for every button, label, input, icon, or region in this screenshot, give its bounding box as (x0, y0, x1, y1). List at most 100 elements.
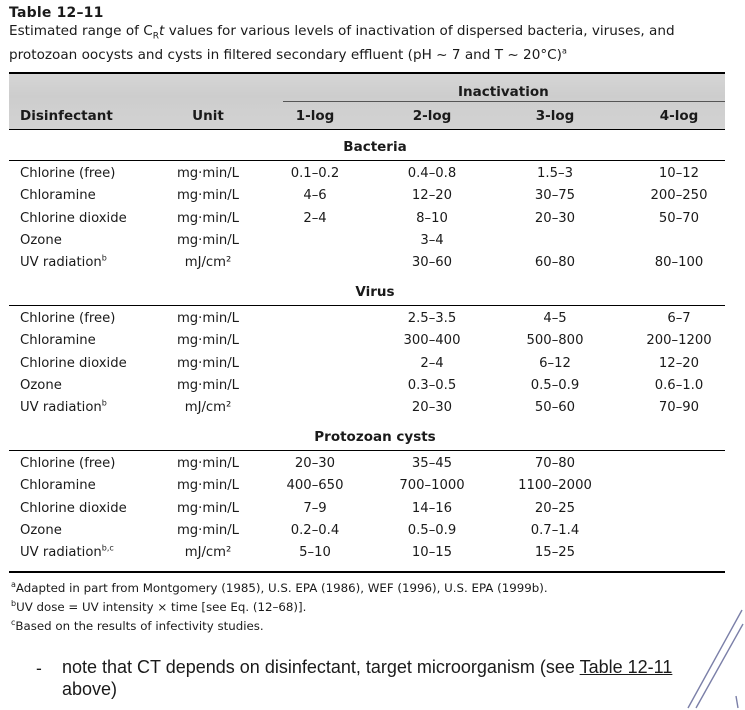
value-cell-3-log: 6–12 (539, 355, 571, 371)
inactivation-rule (283, 101, 725, 102)
value-cell-2-log: 0.3–0.5 (407, 377, 457, 393)
value-cell-1-log: 2–4 (303, 210, 327, 226)
pen-annotation-marks (687, 609, 744, 709)
value-cell-3-log: 50–60 (534, 400, 576, 416)
unit-cell: mg·min/L (176, 232, 240, 248)
value-cell-3-log: 4–5 (543, 311, 567, 326)
value-cell-3-log: 500–800 (526, 333, 584, 349)
value-cell-2-log: 300–400 (403, 333, 461, 349)
unit-cell: mg·min/L (176, 311, 240, 326)
value-cell-1-log: 7–9 (303, 500, 327, 516)
value-cell-1-log: 20–30 (294, 456, 336, 471)
value-cell-1-log: 0.2–0.4 (290, 522, 340, 538)
value-cell-2-log: 12–20 (411, 188, 453, 204)
value-cell-2-log: 8–10 (416, 210, 448, 226)
footnote-a: aAdapted in part from Montgomery (1985),… (11, 580, 548, 595)
disinfectant-name: UV radiationb (20, 398, 107, 416)
section-rule (9, 305, 725, 306)
disinfectant-name: Ozone (20, 522, 62, 538)
value-cell-2-log: 2.5–3.5 (407, 311, 457, 326)
disinfectant-name: Chlorine dioxide (20, 210, 127, 226)
header-inactivation: Inactivation (458, 84, 549, 100)
disinfectant-name: Chloramine (20, 478, 96, 494)
value-cell-2-log: 700–1000 (399, 478, 465, 494)
disinfectant-name: Ozone (20, 377, 62, 393)
value-cell-2-log: 20–30 (411, 400, 453, 416)
value-cell-3-log: 30–75 (534, 188, 576, 204)
value-cell-1-log: 4–6 (303, 188, 327, 204)
value-cell-3-log: 70–80 (534, 456, 576, 471)
section-label: Virus (355, 284, 395, 300)
value-cell-2-log: 2–4 (420, 355, 444, 371)
unit-cell: mg·min/L (176, 456, 240, 471)
section-rule (9, 450, 725, 451)
footnote-c: cBased on the results of infectivity stu… (11, 618, 264, 633)
value-cell-4-log: 12–20 (658, 355, 700, 371)
bullet-dash: - (36, 658, 42, 678)
unit-cell: mg·min/L (176, 500, 240, 516)
disinfectant-name: Chlorine (free) (20, 456, 116, 471)
unit-cell: mg·min/L (176, 188, 240, 204)
disinfectant-name: Chlorine dioxide (20, 500, 127, 516)
disinfectant-name: Chlorine dioxide (20, 355, 127, 371)
unit-cell: mg·min/L (176, 333, 240, 349)
bottom-rule (9, 571, 725, 573)
unit-cell: mJ/cm² (184, 255, 232, 271)
unit-cell: mJ/cm² (184, 400, 232, 416)
unit-cell: mg·min/L (176, 522, 240, 538)
top-rule (9, 72, 725, 74)
disinfectant-name: Chlorine (free) (20, 166, 116, 181)
value-cell-3-log: 60–80 (534, 255, 576, 271)
value-cell-2-log: 0.5–0.9 (407, 522, 457, 538)
disinfectant-name: Ozone (20, 232, 62, 248)
header-1-log: 1-log (295, 108, 335, 124)
unit-cell: mJ/cm² (184, 545, 232, 561)
unit-cell: mg·min/L (176, 210, 240, 226)
section-label: Bacteria (343, 139, 407, 155)
value-cell-3-log: 0.5–0.9 (530, 377, 580, 393)
unit-cell: mg·min/L (176, 377, 240, 393)
header-unit: Unit (192, 108, 224, 124)
value-cell-4-log: 50–70 (658, 210, 700, 226)
unit-cell: mg·min/L (176, 166, 240, 181)
value-cell-2-log: 0.4–0.8 (407, 166, 457, 181)
value-cell-3-log: 1100–2000 (518, 478, 592, 494)
section-label: Protozoan cysts (314, 429, 436, 445)
table-link[interactable]: Table 12-11 (579, 657, 673, 677)
bullet-note: note that CT depends on disinfectant, ta… (62, 657, 673, 699)
value-cell-4-log: 200–250 (650, 188, 708, 204)
disinfectant-name: Chloramine (20, 333, 96, 349)
header-4-log: 4-log (659, 108, 699, 124)
value-cell-4-log: 80–100 (654, 255, 704, 271)
value-cell-3-log: 0.7–1.4 (530, 522, 580, 538)
value-cell-1-log: 400–650 (286, 478, 344, 494)
disinfectant-name: UV radiationb (20, 253, 107, 271)
value-cell-4-log: 200–1200 (646, 333, 712, 349)
table-number: Table 12–11 (9, 5, 104, 21)
value-cell-4-log: 70–90 (658, 400, 700, 416)
value-cell-3-log: 20–25 (534, 500, 576, 516)
header-3-log: 3-log (535, 108, 575, 124)
header-bottom-rule (9, 129, 725, 130)
unit-cell: mg·min/L (176, 355, 240, 371)
value-cell-2-log: 10–15 (411, 545, 453, 561)
section-rule (9, 160, 725, 161)
header-disinfectant: Disinfectant (20, 108, 113, 124)
value-cell-2-log: 3–4 (420, 232, 444, 248)
value-cell-2-log: 30–60 (411, 255, 453, 271)
value-cell-2-log: 35–45 (411, 456, 453, 471)
value-cell-1-log: 0.1–0.2 (290, 166, 340, 181)
unit-cell: mg·min/L (176, 478, 240, 494)
value-cell-1-log: 5–10 (299, 545, 331, 561)
value-cell-3-log: 20–30 (534, 210, 576, 226)
table-caption: Estimated range of CRt values for variou… (9, 23, 675, 63)
value-cell-2-log: 14–16 (411, 500, 453, 516)
footnote-b: bUV dose = UV intensity × time [see Eq. … (11, 599, 307, 614)
disinfectant-name: UV radiationb,c (20, 543, 114, 561)
value-cell-4-log: 6–7 (667, 311, 691, 326)
disinfectant-name: Chloramine (20, 188, 96, 204)
value-cell-3-log: 15–25 (534, 545, 576, 561)
disinfectant-name: Chlorine (free) (20, 311, 116, 326)
value-cell-3-log: 1.5–3 (537, 166, 573, 181)
value-cell-4-log: 10–12 (658, 166, 700, 181)
